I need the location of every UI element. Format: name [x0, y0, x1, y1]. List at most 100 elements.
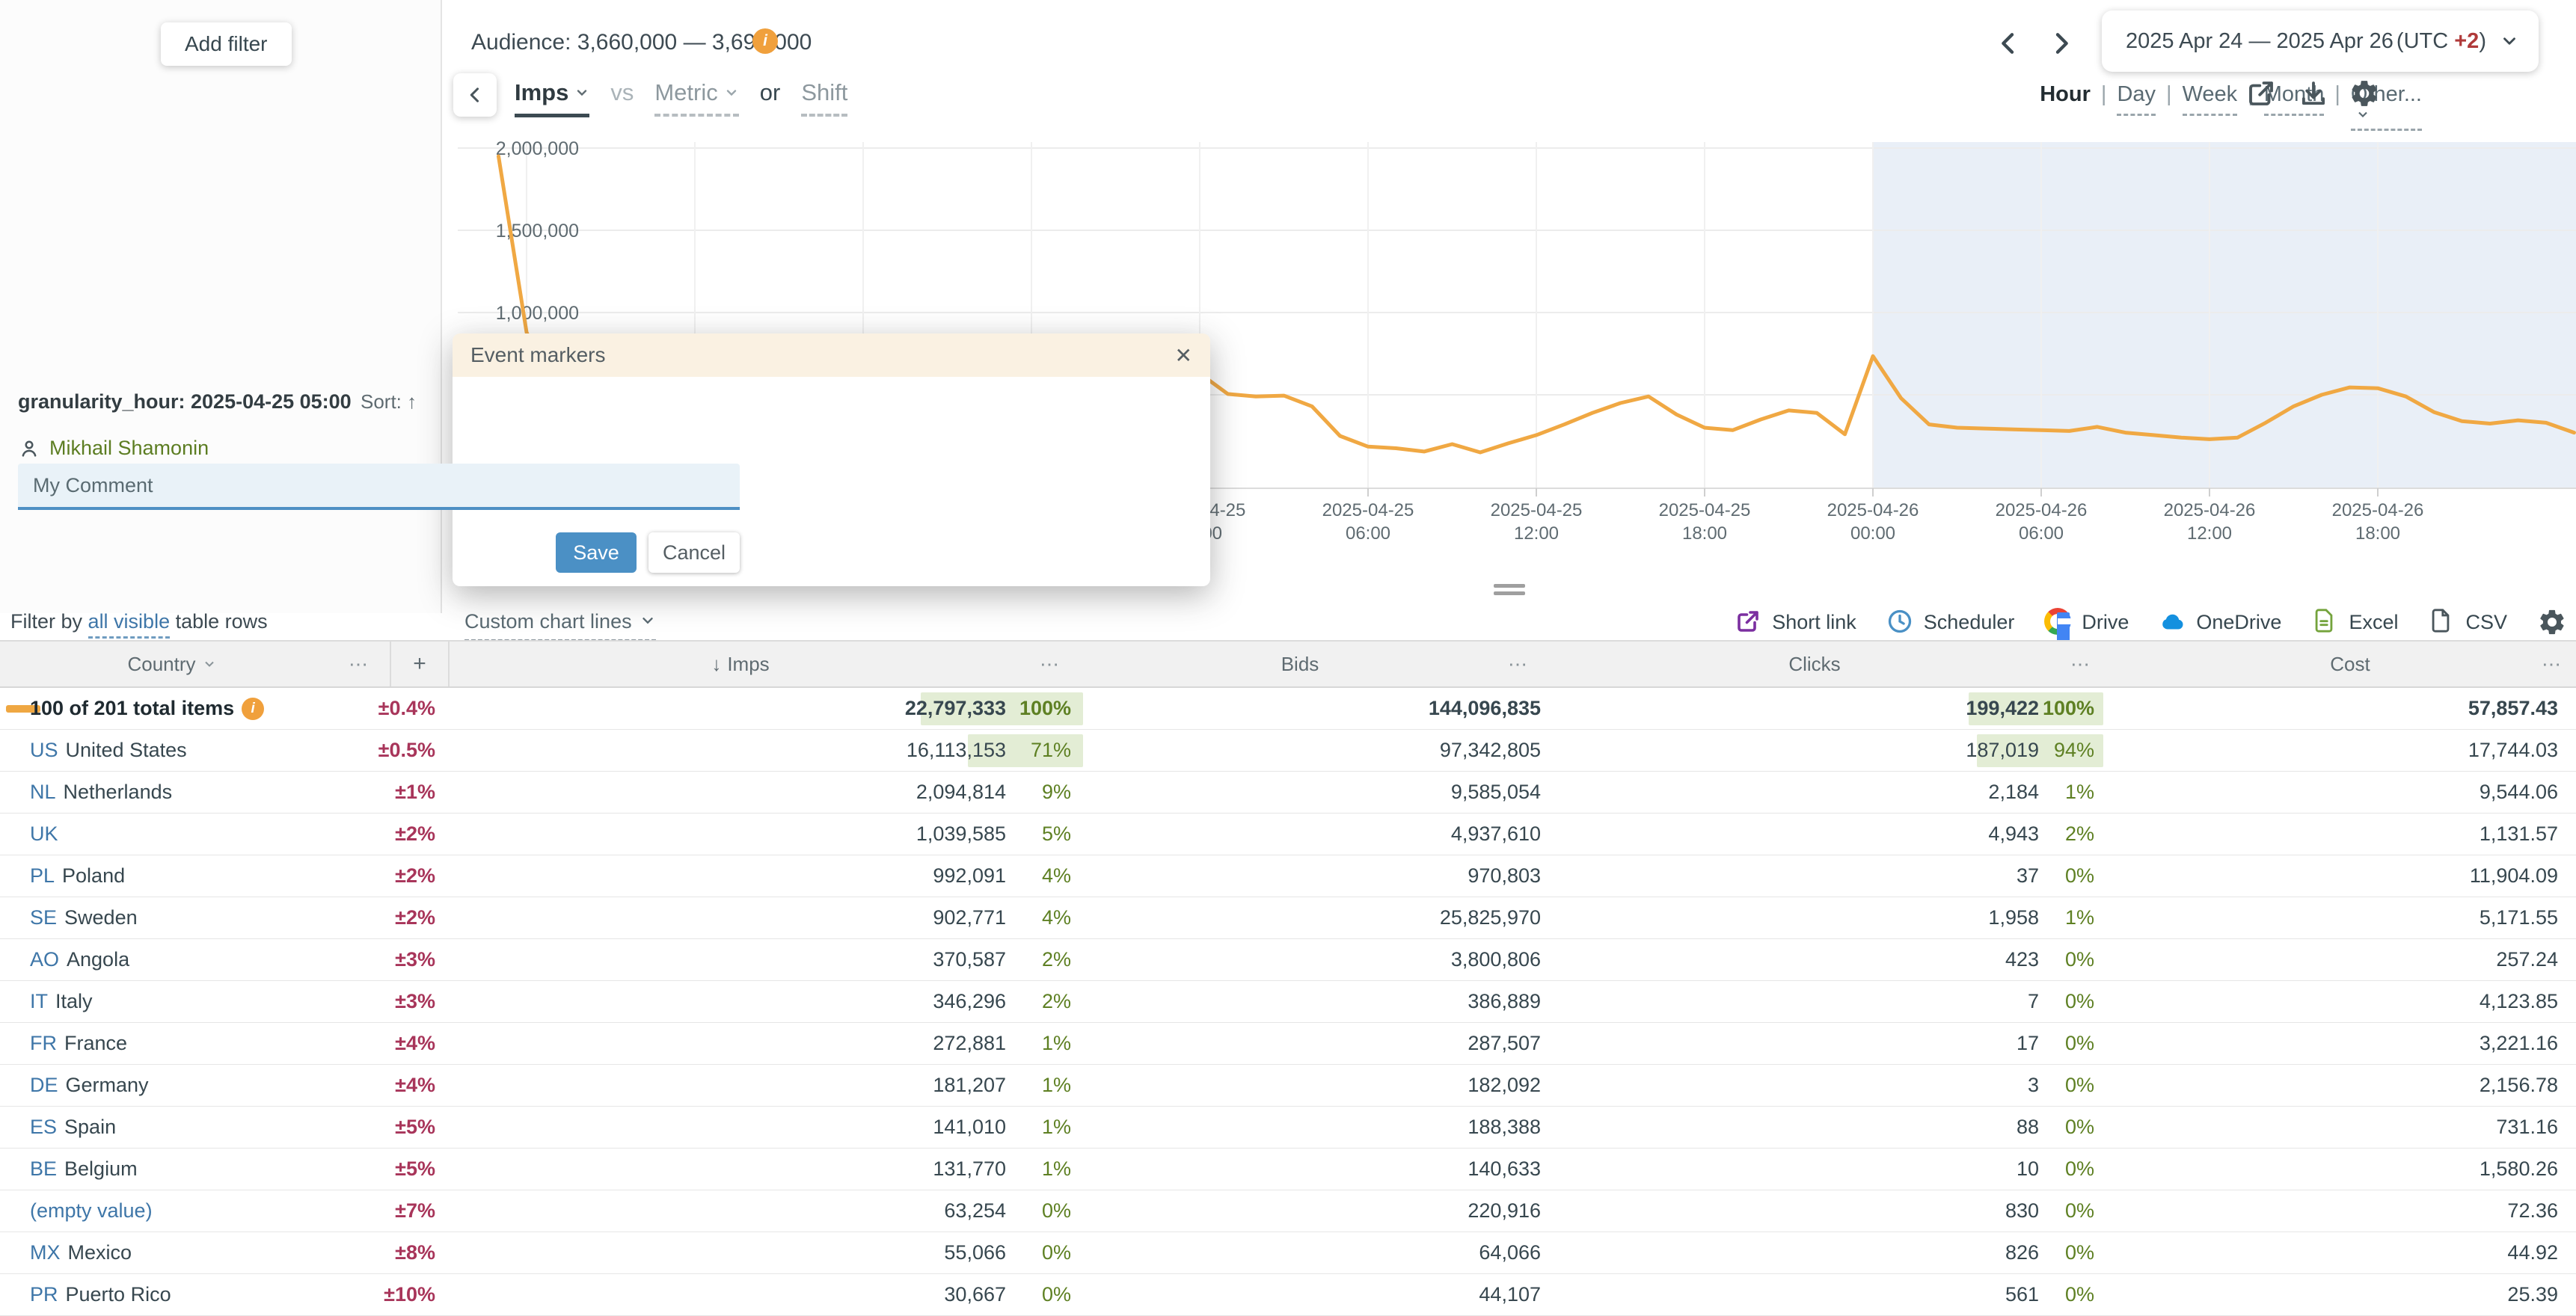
table-row[interactable]: US United States ±0.5% 16,113,153 71% 97,342,… — [0, 730, 2576, 772]
column-header-imps[interactable]: ↓ Imps — [711, 652, 770, 675]
dialog-title: Event markers — [470, 343, 606, 366]
column-header-clicks[interactable]: Clicks — [1788, 652, 1841, 675]
sort-toggle[interactable]: Sort: ↑ — [361, 390, 417, 413]
country-name: Angola — [67, 948, 130, 971]
country-code-link[interactable]: PR — [30, 1283, 58, 1306]
granularity-day[interactable]: Day — [2117, 82, 2156, 116]
chart-back-button[interactable] — [453, 73, 497, 117]
bids-value: 220,916 — [1468, 1199, 1541, 1222]
table-row[interactable]: IT Italy ±3% 346,296 2% 386,889 7 0% 4,123.85 — [0, 981, 2576, 1023]
custom-chart-lines-dropdown[interactable]: Custom chart lines — [464, 610, 656, 642]
table-row[interactable]: (empty value) ±7% 63,254 0% 220,916 830 0% 72.3… — [0, 1190, 2576, 1232]
csv-action[interactable]: CSV — [2428, 608, 2507, 636]
table-row[interactable]: NL Netherlands ±1% 2,094,814 9% 9,585,054 2,18… — [0, 772, 2576, 814]
add-column-button[interactable]: + — [413, 651, 426, 676]
date-range-button[interactable]: 2025 Apr 24 — 2025 Apr 26 (UTC +2) — [2102, 10, 2539, 72]
column-menu-icon[interactable]: ⋯ — [2070, 652, 2091, 675]
table-header: Country ⋯ + ↓ Imps ⋯ Bids ⋯ Clicks ⋯ Cost ⋯ — [0, 640, 2576, 688]
table-row[interactable]: ES Spain ±5% 141,010 1% 188,388 88 0% 731.16 — [0, 1107, 2576, 1149]
cancel-button[interactable]: Cancel — [648, 532, 740, 573]
scheduler-action[interactable]: Scheduler — [1886, 608, 2014, 636]
short-link-action[interactable]: Short link — [1735, 608, 1856, 636]
granularity-week[interactable]: Week — [2182, 82, 2238, 116]
table-row[interactable]: DE Germany ±4% 181,207 1% 182,092 3 0% 2,156.78 — [0, 1065, 2576, 1107]
table-settings-gear-icon[interactable] — [2537, 607, 2567, 637]
table-row[interactable]: 100 of 201 total items i ±0.4% 22,797,333 10… — [0, 688, 2576, 730]
imps-value: 30,667 — [944, 1283, 1006, 1306]
granularity-hour[interactable]: Hour — [2040, 82, 2091, 106]
table-row[interactable]: FR France ±4% 272,881 1% 287,507 17 0% 3,221.16 — [0, 1023, 2576, 1065]
table-row[interactable]: MX Mexico ±8% 55,066 0% 64,066 826 0% 44.92 — [0, 1232, 2576, 1274]
imps-share: 9% — [1041, 781, 1071, 803]
margin-of-error: ±4% — [395, 1032, 435, 1054]
column-header-country[interactable]: Country — [45, 642, 299, 686]
country-code-link[interactable]: DE — [30, 1074, 58, 1096]
excel-action[interactable]: Excel — [2311, 608, 2398, 636]
onedrive-action[interactable]: OneDrive — [2159, 608, 2281, 636]
save-button[interactable]: Save — [556, 532, 637, 573]
table-row[interactable]: BE Belgium ±5% 131,770 1% 140,633 10 0% 1,580.26 — [0, 1149, 2576, 1190]
chevron-down-icon — [577, 90, 587, 96]
country-code-link[interactable]: NL — [30, 781, 56, 803]
clicks-value: 830 — [2005, 1199, 2039, 1222]
column-menu-icon[interactable]: ⋯ — [349, 652, 369, 675]
primary-metric-dropdown[interactable]: Imps — [515, 79, 590, 117]
chevron-down-icon — [642, 617, 653, 624]
drive-action[interactable]: Drive — [2044, 608, 2129, 645]
prev-range-icon[interactable] — [1993, 28, 2023, 58]
add-filter-button[interactable]: Add filter — [161, 22, 292, 66]
imps-value: 63,254 — [944, 1199, 1006, 1222]
comment-input[interactable] — [18, 464, 740, 510]
next-range-icon[interactable] — [2046, 28, 2076, 58]
country-cell: ES Spain — [30, 1107, 116, 1148]
close-icon[interactable]: ✕ — [1174, 343, 1192, 367]
clicks-share: 2% — [2064, 822, 2094, 845]
bids-value: 3,800,806 — [1450, 948, 1541, 971]
bids-value: 4,937,610 — [1450, 822, 1541, 845]
clicks-value: 1,958 — [1988, 906, 2039, 929]
compare-metric-dropdown[interactable]: Metric — [654, 79, 739, 117]
info-icon[interactable]: i — [242, 697, 265, 720]
country-code-link[interactable]: UK — [30, 822, 58, 845]
country-name: Sweden — [64, 906, 138, 929]
country-code-link[interactable]: US — [30, 739, 58, 761]
country-code-link[interactable]: (empty value) — [30, 1199, 153, 1222]
imps-value: 55,066 — [944, 1241, 1006, 1264]
open-chart-icon[interactable] — [2245, 78, 2277, 109]
table-row[interactable]: AO Angola ±3% 370,587 2% 3,800,806 423 0% 257.24 — [0, 939, 2576, 981]
bids-value: 9,585,054 — [1450, 781, 1541, 803]
country-code-link[interactable]: SE — [30, 906, 58, 929]
table-row[interactable]: SE Sweden ±2% 902,771 4% 25,825,970 1,958 1% 5,1… — [0, 897, 2576, 939]
x-tick-label: 2025-04-25 — [1491, 500, 1583, 520]
country-code-link[interactable]: FR — [30, 1032, 57, 1054]
column-header-cost[interactable]: Cost — [2330, 652, 2370, 675]
shift-toggle[interactable]: Shift — [801, 79, 848, 117]
audience-info-icon[interactable]: i — [752, 28, 778, 54]
country-code-link[interactable]: ES — [30, 1116, 58, 1138]
table-row[interactable]: PL Poland ±2% 992,091 4% 970,803 37 0% 11,904.09 — [0, 855, 2576, 897]
cost-value: 4,123.85 — [2479, 990, 2558, 1012]
x-tick-label: 2025-04-26 — [2164, 500, 2256, 520]
imps-share: 100% — [1019, 697, 1071, 719]
table-row[interactable]: UK ±2% 1,039,585 5% 4,937,610 4,943 2% 1,131.57 — [0, 814, 2576, 855]
column-menu-icon[interactable]: ⋯ — [1040, 652, 1061, 675]
margin-of-error: ±2% — [395, 906, 435, 929]
filter-panel: Add filter — [0, 0, 442, 613]
chart-settings-gear-icon[interactable] — [2349, 78, 2380, 109]
column-menu-icon[interactable]: ⋯ — [1508, 652, 1529, 675]
margin-of-error: ±7% — [395, 1199, 435, 1222]
country-code-link[interactable]: AO — [30, 948, 60, 971]
country-code-link[interactable]: IT — [30, 990, 48, 1012]
country-code-link[interactable]: PL — [30, 864, 55, 887]
download-chart-icon[interactable] — [2298, 78, 2329, 109]
cost-value: 1,580.26 — [2479, 1157, 2558, 1180]
country-code-link[interactable]: MX — [30, 1241, 61, 1264]
column-menu-icon[interactable]: ⋯ — [2542, 652, 2563, 675]
country-cell: MX Mexico — [30, 1232, 132, 1273]
table-row[interactable]: PR Puerto Rico ±10% 30,667 0% 44,107 561 0% 25.3… — [0, 1274, 2576, 1316]
panel-resize-handle[interactable] — [1494, 584, 1525, 599]
all-visible-link[interactable]: all visible — [88, 610, 171, 639]
column-header-bids[interactable]: Bids — [1281, 652, 1319, 675]
country-code-link[interactable]: BE — [30, 1157, 58, 1180]
country-name: Germany — [65, 1074, 149, 1096]
